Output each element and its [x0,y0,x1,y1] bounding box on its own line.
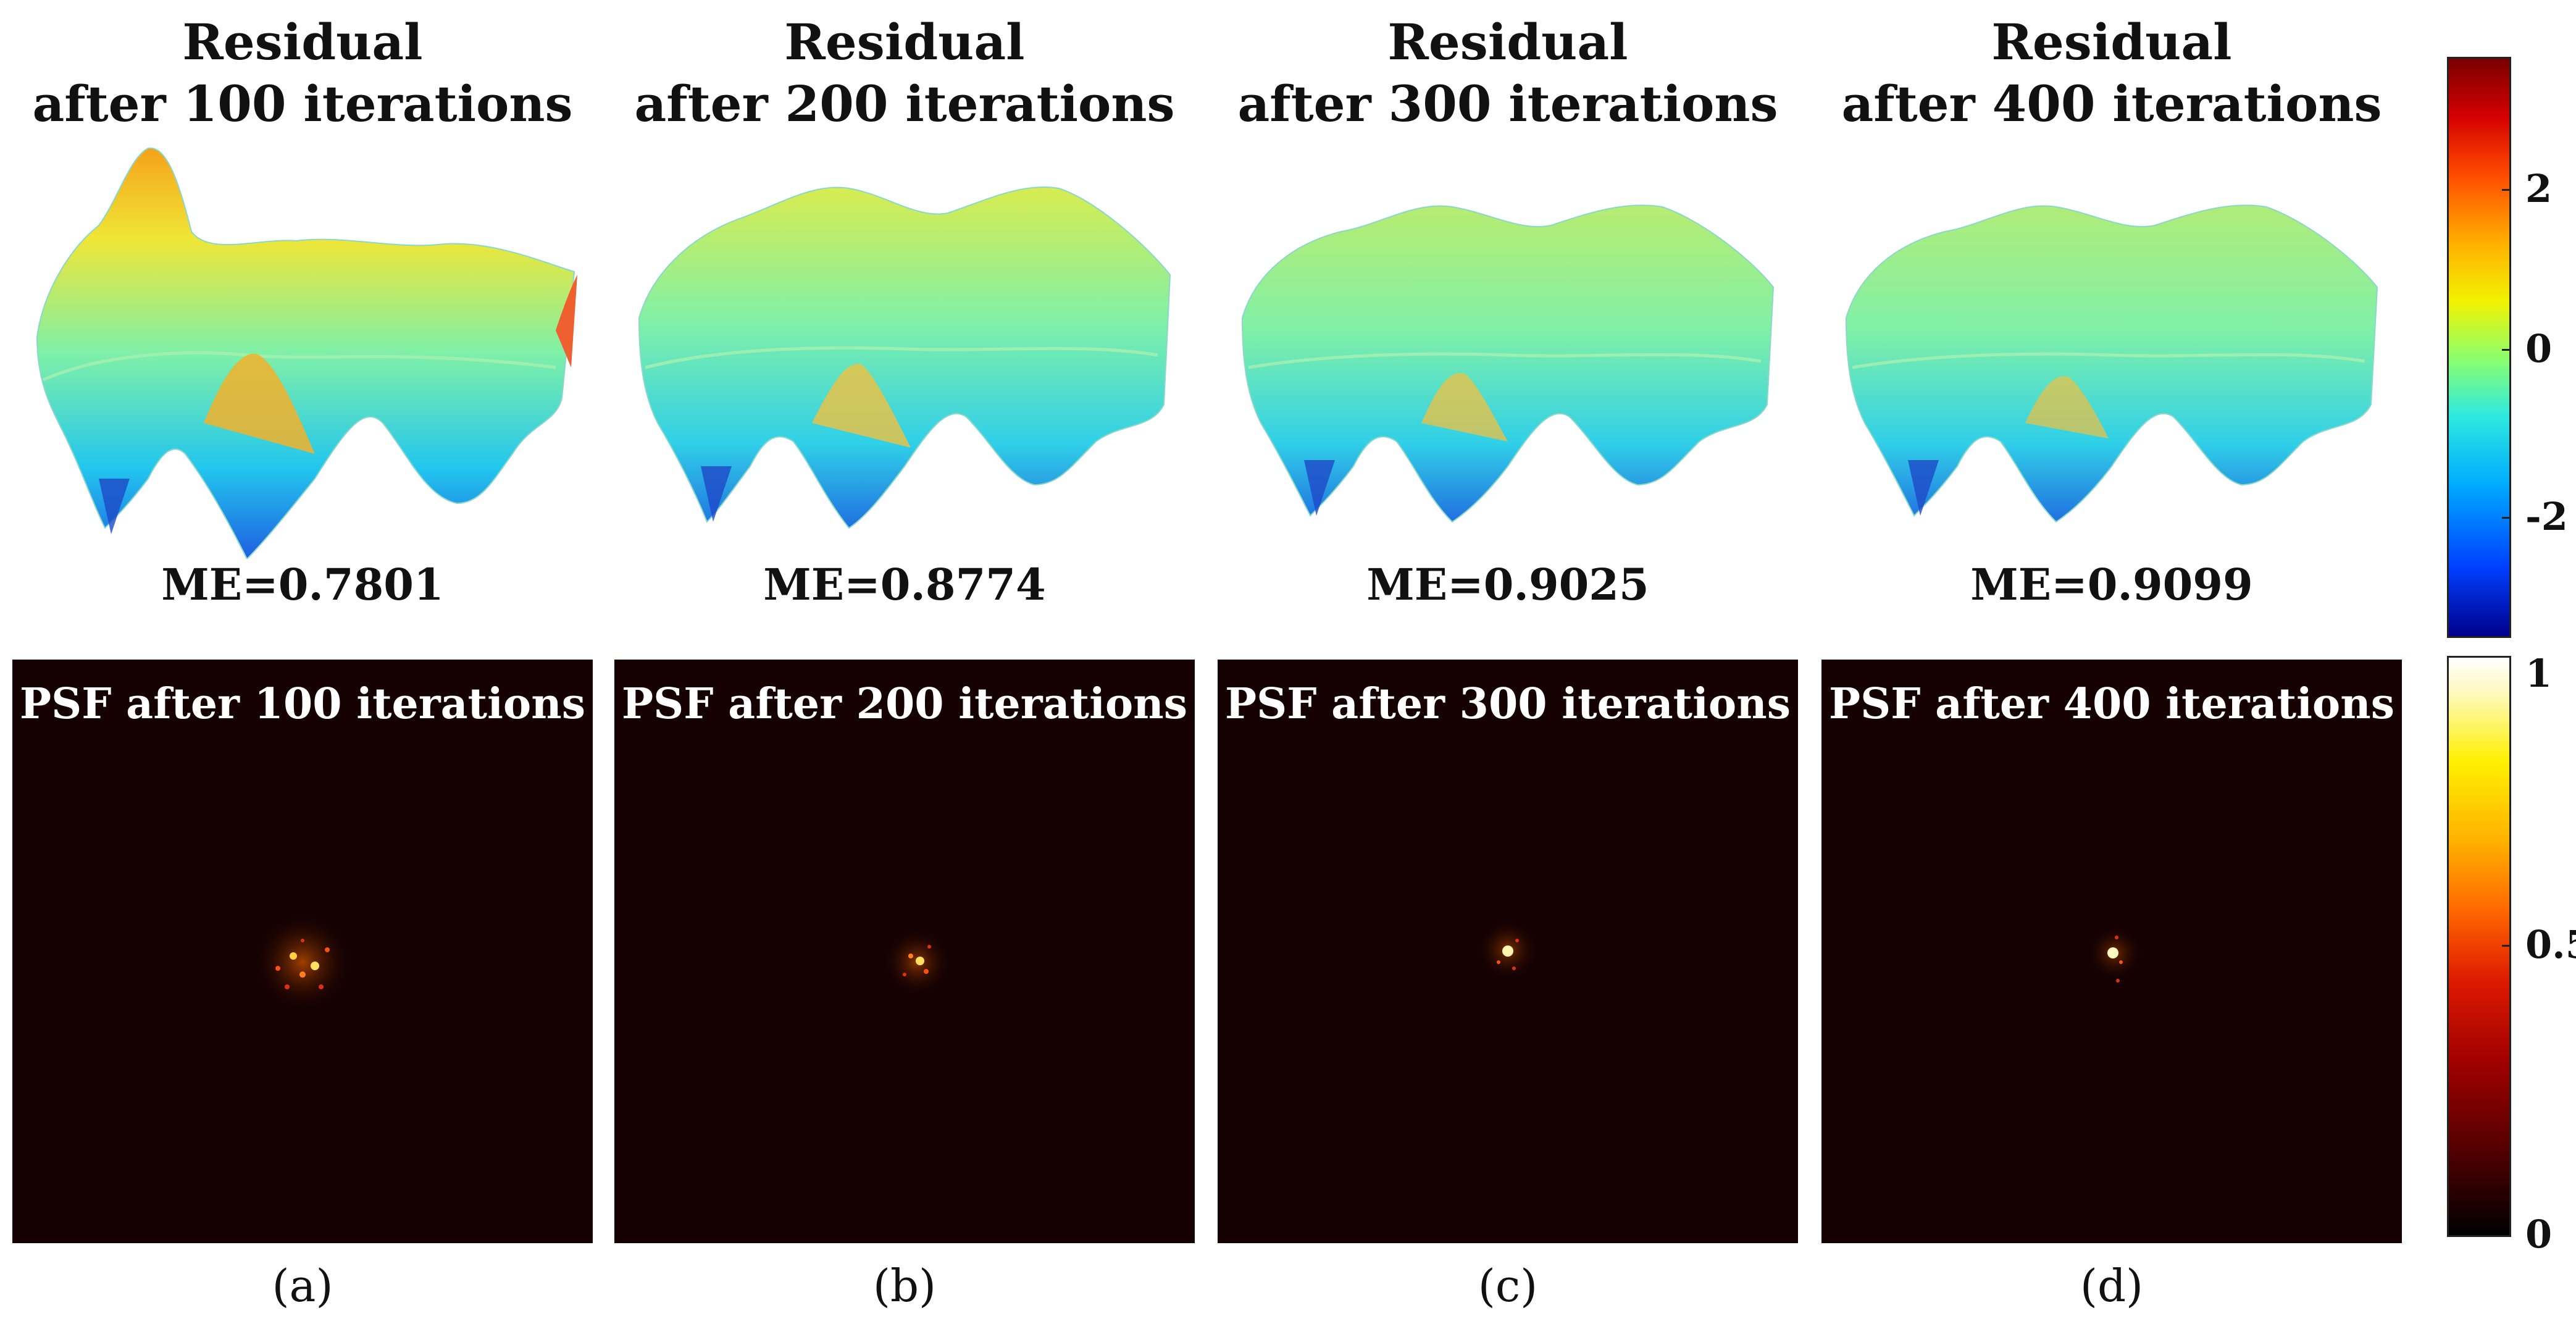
panel-d: Residual after 400 iterations ME=0.9099 [1809,0,2414,1329]
panel-b: Residual after 200 iterations ME=0.8774 [602,0,1207,1329]
psf-speckle [253,913,352,1012]
me-value: ME=0.9025 [1366,559,1649,610]
surface-ridge [645,346,1158,369]
surface-spike [556,275,577,367]
psf-speckle [1477,919,1539,981]
residual-title: Residual after 100 iterations [32,13,573,133]
surface-mesh [638,187,1171,529]
colorbar-tick-label: 0.5 [2525,922,2576,967]
panel-label: (a) [272,1260,333,1312]
psf-image: PSF after 300 iterations [1218,660,1798,1243]
surface-trough [99,479,130,534]
psf-image: PSF after 400 iterations [1821,660,2402,1243]
psf-title: PSF after 400 iterations [1828,679,2394,729]
panel-c: Residual after 300 iterations ME=0.9025 [1205,0,1810,1329]
surface-ridge [1248,352,1762,369]
surface-trough [701,466,732,522]
residual-surface-plot [638,187,1171,529]
surface-mesh [1241,204,1775,523]
surface-peak [1421,373,1508,442]
psf-image: PSF after 200 iterations [614,660,1195,1243]
tick-mark [2502,349,2511,351]
surface-trough [1304,460,1335,516]
panel-label: (d) [2080,1260,2144,1312]
residual-title: Residual after 300 iterations [1237,13,1778,133]
psf-title: PSF after 100 iterations [19,679,585,729]
surface-peak [204,353,315,454]
residual-surface-plot [1845,204,2378,523]
colorbar-tick-label: 0 [2525,326,2553,371]
colorbar-tick-label: 2 [2525,166,2553,211]
me-value: ME=0.9099 [1970,559,2253,610]
tick-mark [2502,189,2511,191]
surface-trough [1908,460,1939,516]
psf-colorbar [2447,656,2511,1237]
tick-mark [2502,517,2511,519]
me-value: ME=0.7801 [161,559,444,610]
panel-label: (b) [872,1260,937,1312]
tick-mark [2502,945,2511,947]
surface-mesh [36,147,575,559]
me-value: ME=0.8774 [763,559,1046,610]
panel-a: Residual after 100 iterations ME=0.7801 [0,0,605,1329]
surface-peak [2025,376,2109,438]
residual-surface-plot [1241,204,1775,523]
panel-label: (c) [1478,1260,1538,1312]
colorbar-tick-label: 1 [2525,651,2553,696]
psf-speckle [883,928,951,996]
surface-peak [812,364,911,448]
colorbar-tick-label: -2 [2525,494,2568,539]
psf-title: PSF after 300 iterations [1224,679,1791,729]
psf-title: PSF after 200 iterations [621,679,1187,729]
residual-surface-plot [36,147,577,559]
psf-speckle [2087,925,2143,983]
colorbar-tick-label: 0 [2525,1212,2553,1257]
residual-colorbar [2447,57,2511,638]
surface-ridge [1852,352,2365,369]
residual-title: Residual after 200 iterations [634,13,1175,133]
surface-mesh [1845,204,2378,523]
psf-image: PSF after 100 iterations [12,660,593,1243]
residual-title: Residual after 400 iterations [1841,13,2382,133]
